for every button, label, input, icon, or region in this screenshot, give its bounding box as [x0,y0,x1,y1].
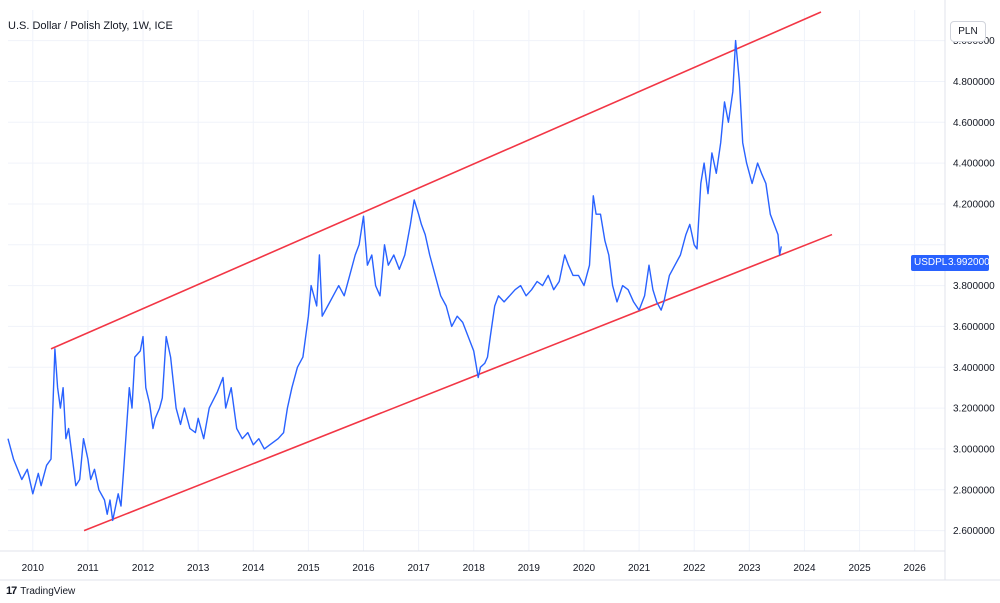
axis-lines [0,0,1000,581]
y-tick-label: 2.600000 [953,526,995,537]
tradingview-logo-icon: 17 [6,585,17,597]
y-tick-label: 4.400000 [953,159,995,170]
x-tick-label: 2022 [683,563,706,574]
x-tick-label: 2011 [77,563,99,574]
y-tick-label: 3.400000 [953,363,995,374]
price-series-line[interactable] [7,39,782,522]
x-tick-label: 2019 [518,563,541,574]
brand-name: TradingView [20,585,76,597]
grid-lines [8,10,945,551]
symbol-price-label: USDPLN [911,255,958,271]
y-tick-label: 3.000000 [953,444,995,455]
x-tick-label: 2012 [132,563,155,574]
x-tick-label: 2026 [904,563,927,574]
x-tick-label: 2018 [463,563,486,574]
y-tick-label: 4.200000 [953,199,995,210]
x-tick-label: 2016 [352,563,375,574]
y-tick-label: 3.800000 [953,281,995,292]
y-tick-label: 3.200000 [953,404,995,415]
x-tick-label: 2014 [242,563,265,574]
x-axis[interactable]: 2010 2011 2012 2013 2014 2015 2016 2017 2018 2019… [22,563,927,574]
y-axis[interactable]: 2.600000 2.800000 3.000000 3.200000 3.400000… [953,36,995,537]
x-tick-label: 2023 [738,563,761,574]
x-tick-label: 2013 [187,563,210,574]
x-tick-label: 2020 [573,563,596,574]
lower-channel-line[interactable] [83,233,833,532]
currency-unit-button[interactable]: PLN [950,21,986,42]
channel-lines[interactable] [50,11,833,532]
y-tick-label: 4.600000 [953,118,995,129]
x-tick-label: 2024 [793,563,816,574]
y-tick-label: 3.600000 [953,322,995,333]
chart-title: U.S. Dollar / Polish Zloty, 1W, ICE [8,20,173,32]
y-tick-label: 4.800000 [953,77,995,88]
upper-channel-line[interactable] [50,11,822,350]
x-tick-label: 2017 [408,563,431,574]
series-layer [7,39,782,522]
last-price-label: 3.992000 [948,255,990,271]
x-tick-label: 2015 [297,563,320,574]
tradingview-brand[interactable]: 17 TradingView [6,585,75,597]
x-tick-label: 2021 [628,563,651,574]
x-tick-label: 2025 [848,563,871,574]
x-tick-label: 2010 [22,563,45,574]
y-tick-label: 2.800000 [953,485,995,496]
